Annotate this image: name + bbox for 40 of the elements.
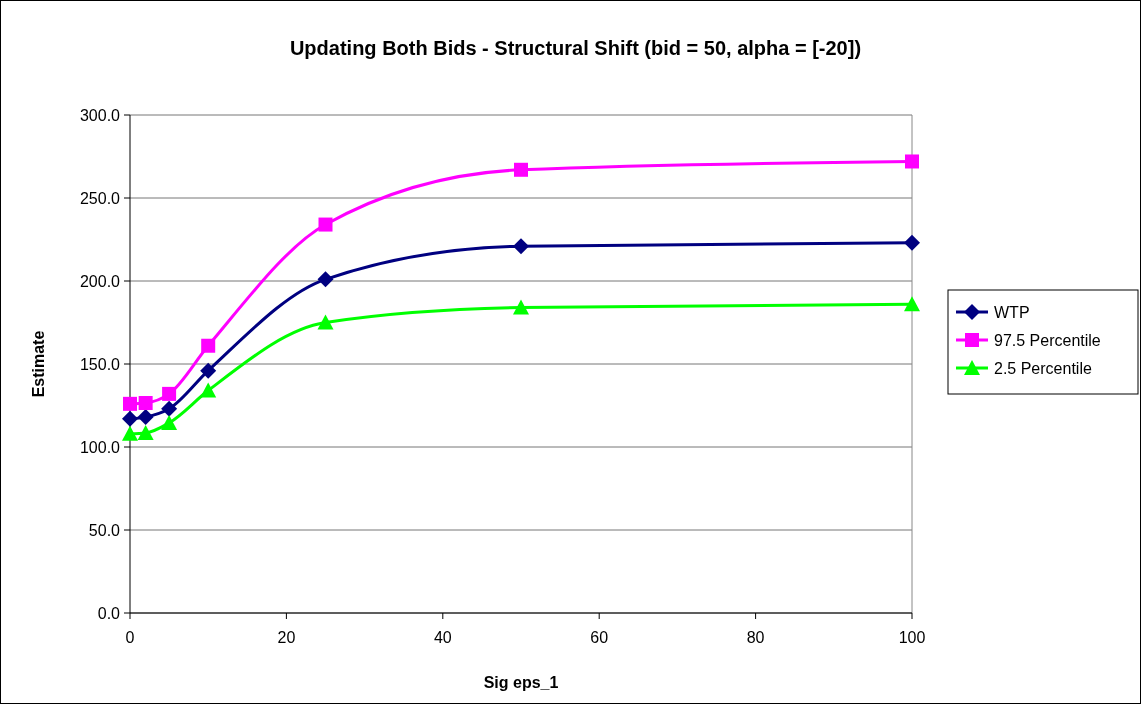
y-tick-label: 200.0 [79,272,121,290]
point [904,296,920,312]
point [200,362,217,379]
y-tick-label: 0.0 [97,604,121,622]
point [161,414,178,430]
point [138,396,153,411]
chart-title: Updating Both Bids - Structural Shift (bid = 50, alpha = [-20]) [289,37,862,59]
point [317,271,334,288]
point [122,425,138,441]
point [123,396,137,411]
point [201,338,216,353]
x-tick-label: 100 [898,629,926,646]
point [200,382,217,398]
point [137,424,154,440]
y-tick-label: 150.0 [79,355,121,373]
y-tick-label: 50.0 [88,521,121,539]
x-tick-label: 20 [277,629,296,646]
x-tick-label: 80 [746,629,765,646]
x-tick-label: 40 [433,629,452,646]
point [162,386,177,401]
x-tick-label: 0 [125,629,135,646]
point [137,409,154,426]
x-axis-title: Sig eps_1 [483,674,559,691]
point [122,410,138,427]
legend-label: WTP [994,303,1030,321]
legend-label: 2.5 Percentile [994,359,1092,377]
point [318,217,333,232]
point [904,234,920,251]
y-tick-label: 100.0 [79,438,121,456]
point [513,299,529,315]
point [905,154,919,169]
y-tick-label: 300.0 [79,106,121,124]
x-tick-label: 60 [590,629,609,646]
y-tick-label: 250.0 [79,189,121,207]
legend-label: 97.5 Percentile [994,331,1101,349]
point [513,238,529,255]
point [514,162,528,177]
y-axis-title: Estimate [30,330,47,398]
point [317,314,334,330]
point [161,400,178,417]
